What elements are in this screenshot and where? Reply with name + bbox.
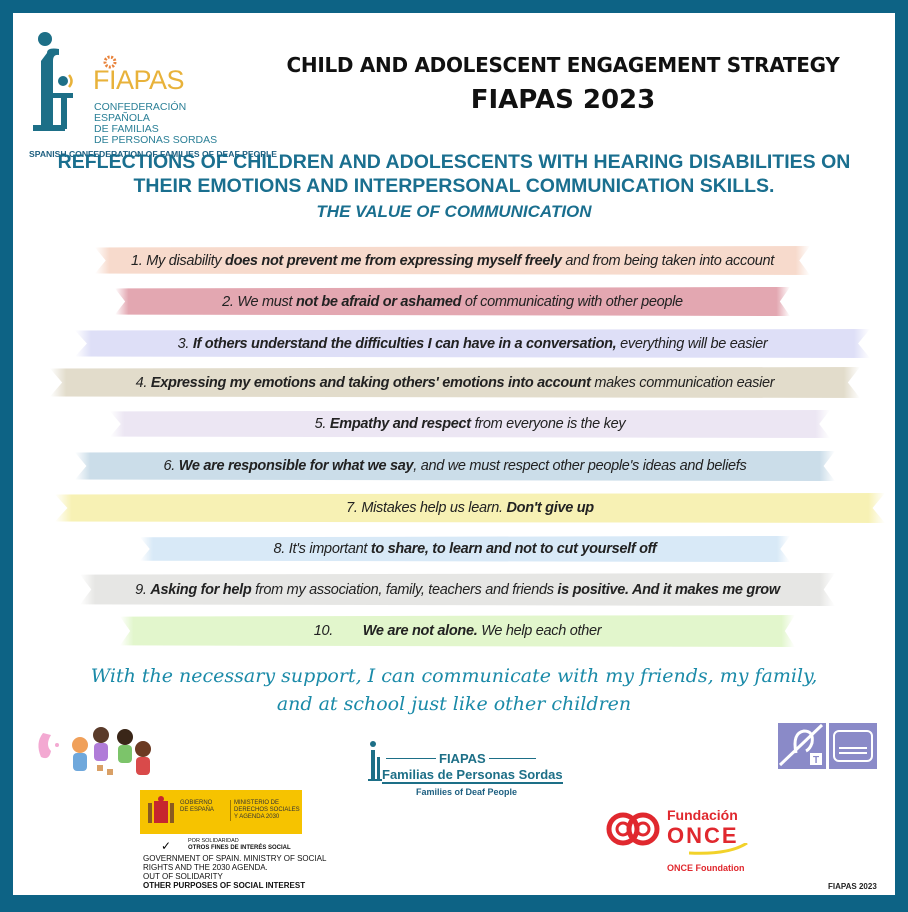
gov-english: OUT OF SOLIDARITY xyxy=(143,872,223,881)
item-text: If others understand the difficulties I … xyxy=(192,335,617,352)
credit: FIAPAS 2023 xyxy=(828,882,877,891)
reflection-item: 1. My disability does not prevent me fro… xyxy=(95,246,810,275)
item-text: 4. xyxy=(135,374,151,391)
coat-of-arms-icon xyxy=(148,796,174,823)
subtitles-icon xyxy=(829,723,877,769)
item-text: 10. xyxy=(313,623,363,639)
reflection-item: 3. If others understand the difficulties… xyxy=(75,329,870,358)
item-text: Expressing my emotions and taking others… xyxy=(150,374,591,391)
fiapas-figure-icon xyxy=(33,32,73,131)
item-text: and from being taken into account xyxy=(561,252,774,269)
fiapas-footer-english: Families of Deaf People xyxy=(416,787,518,797)
item-text: 9. xyxy=(135,581,151,598)
once-foundation-logo: Fundación ONCE ONCE Foundation xyxy=(605,805,765,875)
once-rings-icon xyxy=(606,812,660,846)
logo-line: ESPAÑOLA xyxy=(94,112,150,124)
reflection-item: 4. Expressing my emotions and taking oth… xyxy=(50,367,860,398)
item-text: We help each other xyxy=(477,623,602,639)
item-text: 6. xyxy=(163,458,179,474)
page-title: CHILD AND ADOLESCENT ENGAGEMENT STRATEGY xyxy=(286,53,840,77)
logo-english: SPANISH CONFEDERATION OF FAMILIES OF DEA… xyxy=(29,149,277,159)
once-top: Fundación xyxy=(667,807,738,823)
fiapas-wordmark: FIAPAS xyxy=(93,65,185,95)
children-illustration xyxy=(38,727,151,775)
sdg-wheel-icon xyxy=(103,55,117,69)
page-subtitle: FIAPAS 2023 xyxy=(470,85,656,115)
item-text: 5. xyxy=(314,416,330,432)
fiapas-footer-tagline: Familias de Personas Sordas xyxy=(382,767,563,784)
logo-line: DE PERSONAS SORDAS xyxy=(94,134,218,146)
closing-line: and at school just like other children xyxy=(276,693,632,715)
item-text: 8. It's important xyxy=(273,541,371,557)
logo-line: CONFEDERACIÓN xyxy=(94,101,187,113)
gov-right: MINISTERIO DE DERECHOS SOCIALES Y AGENDA… xyxy=(230,800,300,821)
svg-text:T: T xyxy=(813,755,819,766)
item-text: everything will be easier xyxy=(616,335,768,352)
gov-english: GOVERNMENT OF SPAIN. MINISTRY OF SOCIAL xyxy=(143,854,327,863)
item-text: Asking for help xyxy=(150,581,252,598)
reflection-item: 9. Asking for help from my association, … xyxy=(80,573,835,606)
gov-english-bold: OTHER PURPOSES OF SOCIAL INTEREST xyxy=(143,881,306,890)
item-text: We are not alone. xyxy=(362,623,478,639)
reflection-item: 2. We must not be afraid or ashamed of c… xyxy=(115,287,790,316)
reflection-item: 10. We are not alone. We help each other xyxy=(120,615,795,647)
reflection-item: 7. Mistakes help us learn. Don't give up xyxy=(55,493,885,523)
once-main: ONCE xyxy=(667,823,739,848)
item-text: does not prevent me from expressing myse… xyxy=(225,252,562,269)
once-swoosh-icon xyxy=(689,843,748,855)
heading-tagline: THE VALUE OF COMMUNICATION xyxy=(316,202,592,221)
gov-left: GOBIERNO DE ESPAÑA xyxy=(180,800,214,813)
item-text: We are responsible for what we say xyxy=(178,458,414,474)
once-english: ONCE Foundation xyxy=(667,863,745,873)
item-text: from my association, family, teachers an… xyxy=(251,581,558,598)
reflection-item: 8. It's important to share, to learn and… xyxy=(140,536,790,562)
spain-government-logo: GOBIERNO DE ESPAÑA MINISTERIO DE DERECHO… xyxy=(140,790,302,834)
reflection-item: 5. Empathy and respect from everyone is … xyxy=(110,410,830,438)
heading-line: REFLECTIONS OF CHILDREN AND ADOLESCENTS … xyxy=(57,151,851,173)
hearing-loop-icon: T xyxy=(778,723,826,769)
solidarity-bold: OTROS FINES DE INTERÉS SOCIAL xyxy=(188,845,291,851)
closing-line: With the necessary support, I can commun… xyxy=(90,665,818,687)
item-text: , and we must respect other people's ide… xyxy=(413,458,747,474)
item-text: 2. We must xyxy=(222,293,296,310)
gov-english: RIGHTS AND THE 2030 AGENDA. xyxy=(143,863,268,872)
solidarity-label: POR SOLIDARIDAD xyxy=(188,838,239,844)
item-text: to share, to learn and not to cut yourse… xyxy=(370,541,657,557)
item-text: 3. xyxy=(177,335,193,352)
item-text: is positive. And it makes me grow xyxy=(557,581,780,598)
fiapas-logo: FIAPAS CONFEDERACIÓN ESPAÑOLA DE FAMILIA… xyxy=(29,31,293,161)
checkmark-icon: ✓ xyxy=(161,839,172,853)
heading-line: THEIR EMOTIONS AND INTERPERSONAL COMMUNI… xyxy=(133,175,775,197)
item-text: of communicating with other people xyxy=(461,293,683,310)
logo-line: DE FAMILIAS xyxy=(94,123,159,135)
reflection-item: 6. We are responsible for what we say, a… xyxy=(75,451,835,481)
item-text: makes communication easier xyxy=(590,374,775,391)
item-text: 1. My disability xyxy=(131,252,226,269)
item-text: Empathy and respect xyxy=(329,416,471,432)
fiapas-footer-logo: FIAPAS Familias de Personas Sordas Famil… xyxy=(368,741,563,801)
poster: FIAPAS CONFEDERACIÓN ESPAÑOLA DE FAMILIA… xyxy=(13,13,895,895)
fiapas-footer-name: FIAPAS xyxy=(436,751,489,766)
item-text: from everyone is the key xyxy=(470,416,626,432)
item-text: not be afraid or ashamed xyxy=(295,293,462,310)
fiapas-figure-icon xyxy=(368,741,382,781)
item-text: 7. Mistakes help us learn. xyxy=(346,500,507,516)
item-text: Don't give up xyxy=(506,500,594,516)
